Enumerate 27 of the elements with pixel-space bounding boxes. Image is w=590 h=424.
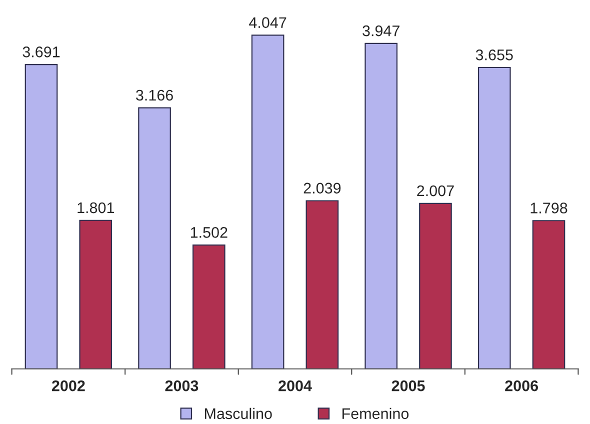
data-label: 2.007 <box>417 185 454 196</box>
data-label: 2.039 <box>304 182 341 194</box>
bar <box>79 220 112 369</box>
legend-label: Femenino <box>342 408 409 420</box>
x-tick-label: 2005 <box>392 380 425 392</box>
data-label: 3.166 <box>136 90 173 101</box>
bar <box>478 66 511 369</box>
x-tick-label: 2006 <box>505 380 538 392</box>
bar <box>251 34 284 369</box>
data-label: 4.047 <box>249 17 286 28</box>
legend-label: Masculino <box>204 408 272 420</box>
bar <box>364 42 398 369</box>
bar <box>419 202 452 369</box>
bar <box>306 200 339 369</box>
bar <box>24 64 58 369</box>
data-label: 1.801 <box>78 202 114 214</box>
data-label: 1.798 <box>530 202 568 214</box>
bar <box>138 107 171 369</box>
data-label: 1.502 <box>190 227 228 238</box>
data-label: 3.691 <box>22 46 60 58</box>
bar <box>192 244 226 369</box>
bar <box>532 220 566 369</box>
data-label: 3.655 <box>476 49 513 60</box>
x-tick-label: 2004 <box>278 380 312 392</box>
data-label: 3.947 <box>362 25 400 36</box>
x-tick-label: 2002 <box>52 380 85 392</box>
x-tick-label: 2003 <box>165 380 198 392</box>
